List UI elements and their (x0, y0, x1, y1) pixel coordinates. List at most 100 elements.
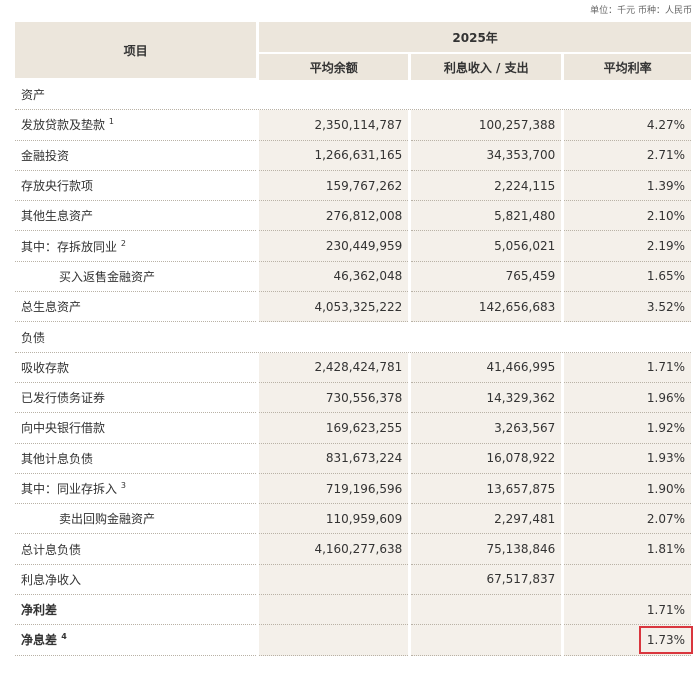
label-text: 向中央银行借款 (21, 421, 106, 436)
label-text: 净利差 (21, 603, 58, 618)
value-cell (259, 595, 409, 626)
label-text: 存放央行款项 (21, 179, 94, 194)
value-cell (411, 595, 562, 626)
cell-value: 2.07% (646, 511, 685, 526)
label-text: 已发行债务证券 (21, 391, 106, 406)
value-cell: 5,056,021 (411, 231, 562, 262)
row-label: 其他生息资产 (15, 201, 257, 232)
table-row: 存放央行款项 159,767,262 2,224,115 1.39% (15, 170, 691, 202)
cell-value: 730,556,378 (325, 390, 403, 405)
label-text: 利息净收入 (21, 572, 82, 587)
value-cell (564, 564, 691, 596)
cell-value: 13,657,875 (486, 481, 556, 496)
value-cell: 1.65% (564, 261, 691, 293)
cell-value: 1.92% (646, 420, 685, 435)
cell-value: 2,297,481 (494, 511, 556, 526)
cell-value: 276,812,008 (325, 208, 403, 223)
table-row: 其中：同业存拆入 3 719,196,596 13,657,875 1.90% (15, 473, 691, 505)
section-label: 资产 (15, 80, 691, 111)
value-cell: 75,138,846 (411, 534, 562, 565)
row-label: 已发行债务证券 (15, 383, 257, 414)
value-cell: 1.93% (564, 443, 691, 474)
row-label: 发放贷款及垫款 1 (15, 110, 257, 141)
table-row: 发放贷款及垫款 1 2,350,114,787 100,257,388 4.27% (15, 110, 691, 141)
cell-value: 765,459 (505, 269, 556, 284)
value-cell: 169,623,255 (259, 413, 409, 444)
value-cell (259, 564, 409, 596)
row-label: 净息差 4 (15, 625, 257, 656)
cell-value: 719,196,596 (325, 481, 403, 496)
cell-value: 41,466,995 (486, 360, 556, 375)
row-label: 其他计息负债 (15, 444, 257, 474)
row-label: 其中：存拆放同业 2 (15, 231, 257, 262)
cell-value: 2.71% (646, 148, 685, 163)
row-label: 利息净收入 (15, 565, 257, 596)
table-row: 总生息资产 4,053,325,222 142,656,683 3.52% (15, 292, 691, 323)
highlighted-value: 1.73% (638, 625, 693, 654)
cell-value: 1.96% (646, 390, 685, 405)
table-row: 净息差 4 1.73% (15, 625, 693, 656)
table-row: 负债 (15, 322, 691, 353)
value-cell: 159,767,262 (259, 170, 409, 202)
section-label: 负债 (15, 322, 691, 353)
label-text: 其中：同业存拆入 (21, 482, 118, 496)
value-cell: 1.81% (564, 534, 691, 565)
label-text: 其他计息负债 (21, 451, 94, 466)
value-cell: 1.73% (564, 625, 693, 656)
table-row: 其他生息资产 276,812,008 5,821,480 2.10% (15, 201, 691, 232)
row-label: 其中：同业存拆入 3 (15, 474, 257, 505)
table-row: 已发行债务证券 730,556,378 14,329,362 1.96% (15, 382, 691, 414)
label-text: 总计息负债 (21, 542, 82, 557)
value-cell: 3,263,567 (411, 413, 562, 444)
cell-value: 1.81% (646, 542, 685, 557)
value-cell: 3.52% (564, 292, 691, 323)
cell-value: 230,449,959 (325, 239, 403, 254)
value-cell: 2.07% (564, 504, 691, 535)
table-row: 资产 (15, 80, 691, 111)
label-text: 净息差 (21, 633, 58, 648)
cell-value: 46,362,048 (333, 269, 403, 284)
row-label: 总计息负债 (15, 534, 257, 565)
value-cell: 14,329,362 (411, 382, 562, 414)
cell-value: 75,138,846 (486, 542, 556, 557)
cell-value: 16,078,922 (486, 451, 556, 466)
cell-value: 159,767,262 (325, 178, 403, 193)
value-cell: 34,353,700 (411, 140, 562, 171)
row-label: 买入返售金融资产 (15, 262, 257, 293)
cell-value: 2.10% (646, 208, 685, 223)
column-header: 平均余额 (259, 54, 409, 80)
value-cell: 100,257,388 (411, 110, 562, 141)
value-cell: 1.92% (564, 413, 691, 444)
cell-value: 1.65% (646, 269, 685, 284)
value-cell: 2.19% (564, 231, 691, 262)
cell-value: 4.27% (646, 117, 685, 132)
row-label: 存放央行款项 (15, 171, 257, 202)
cell-value: 2.19% (646, 239, 685, 254)
cell-value: 2,350,114,787 (314, 117, 403, 132)
value-cell: 67,517,837 (411, 564, 562, 596)
cell-value: 3.52% (646, 299, 685, 314)
label-text: 发放贷款及垫款 (21, 118, 106, 133)
footnote-mark: 1 (108, 117, 114, 127)
label-text: 金融投资 (21, 148, 70, 163)
cell-value: 2,224,115 (494, 178, 556, 193)
table-row: 卖出回购金融资产 110,959,609 2,297,481 2.07% (15, 504, 691, 535)
value-cell: 110,959,609 (259, 504, 409, 535)
label-text: 其他生息资产 (21, 209, 94, 224)
cell-value: 4,160,277,638 (314, 542, 403, 557)
value-cell: 1,266,631,165 (259, 140, 409, 171)
column-header: 平均利率 (564, 54, 691, 80)
label-text: 其中：存拆放同业 (21, 239, 118, 254)
cell-value: 169,623,255 (325, 420, 403, 435)
value-cell: 4,160,277,638 (259, 534, 409, 565)
value-cell (259, 625, 409, 656)
value-cell: 142,656,683 (411, 292, 562, 323)
cell-value: 1.71% (646, 360, 685, 375)
table-row: 其他计息负债 831,673,224 16,078,922 1.93% (15, 443, 691, 474)
cell-value: 110,959,609 (325, 511, 403, 526)
cell-value: 1,266,631,165 (314, 148, 403, 163)
table-row: 利息净收入 67,517,837 (15, 564, 691, 596)
cell-value: 1.93% (646, 451, 685, 466)
row-label: 向中央银行借款 (15, 413, 257, 444)
